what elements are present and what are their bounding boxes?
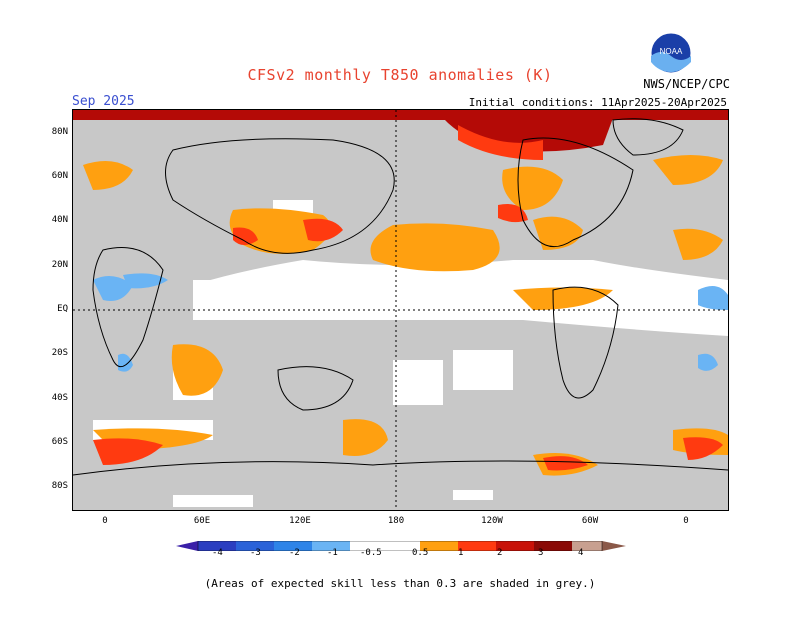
colorbar-tick-minus4: -4 [212, 548, 223, 558]
colorbar-tick-4: 4 [578, 548, 584, 558]
coastlines [73, 118, 728, 476]
lat-label-eq: EQ [57, 304, 68, 314]
colorbar-tick-minus2: -2 [289, 548, 300, 558]
map-title: CFSv2 monthly T850 anomalies (K) [247, 66, 553, 84]
map-gridlines [73, 110, 728, 510]
colorbar-tick-2: 2 [497, 548, 503, 558]
lat-label-20n: 20N [51, 260, 68, 270]
lat-label-60s: 60S [51, 437, 68, 447]
lon-label-0: 0 [102, 516, 108, 526]
colorbar-tick-minus1: -1 [327, 548, 338, 558]
arctic-warm-band [73, 110, 728, 160]
anomaly-map [72, 109, 729, 511]
colorbar-tick-05: 0.5 [412, 548, 429, 558]
lat-label-80n: 80N [51, 127, 68, 137]
lat-label-80s: 80S [51, 481, 68, 491]
colorbar-tick-1: 1 [458, 548, 464, 558]
lon-label-120w: 120W [481, 516, 503, 526]
moderate-warm-anomalies [93, 204, 723, 471]
noaa-logo: NOAA [650, 32, 692, 74]
lat-label-40n: 40N [51, 215, 68, 225]
lon-label-120e: 120E [289, 516, 311, 526]
colorbar [176, 536, 626, 552]
svg-text:NOAA: NOAA [660, 47, 683, 56]
colorbar-tick-minus05: -0.5 [360, 548, 382, 558]
lat-label-60n: 60N [51, 171, 68, 181]
agency-label: NWS/NCEP/CPC [643, 77, 730, 91]
colorbar-tick-3: 3 [538, 548, 544, 558]
lat-label-40s: 40S [51, 393, 68, 403]
lon-label-60e: 60E [193, 516, 211, 526]
forecast-month: Sep 2025 [72, 94, 135, 109]
lon-label-180: 180 [387, 516, 405, 526]
lon-label-60w: 60W [581, 516, 599, 526]
lat-label-20s: 20S [51, 348, 68, 358]
colorbar-tick-minus3: -3 [250, 548, 261, 558]
initial-conditions: Initial conditions: 11Apr2025-20Apr2025 [468, 96, 727, 109]
skill-footnote: (Areas of expected skill less than 0.3 a… [204, 577, 596, 590]
weak-cold-anomalies [93, 273, 728, 372]
lon-label-0-east: 0 [683, 516, 689, 526]
